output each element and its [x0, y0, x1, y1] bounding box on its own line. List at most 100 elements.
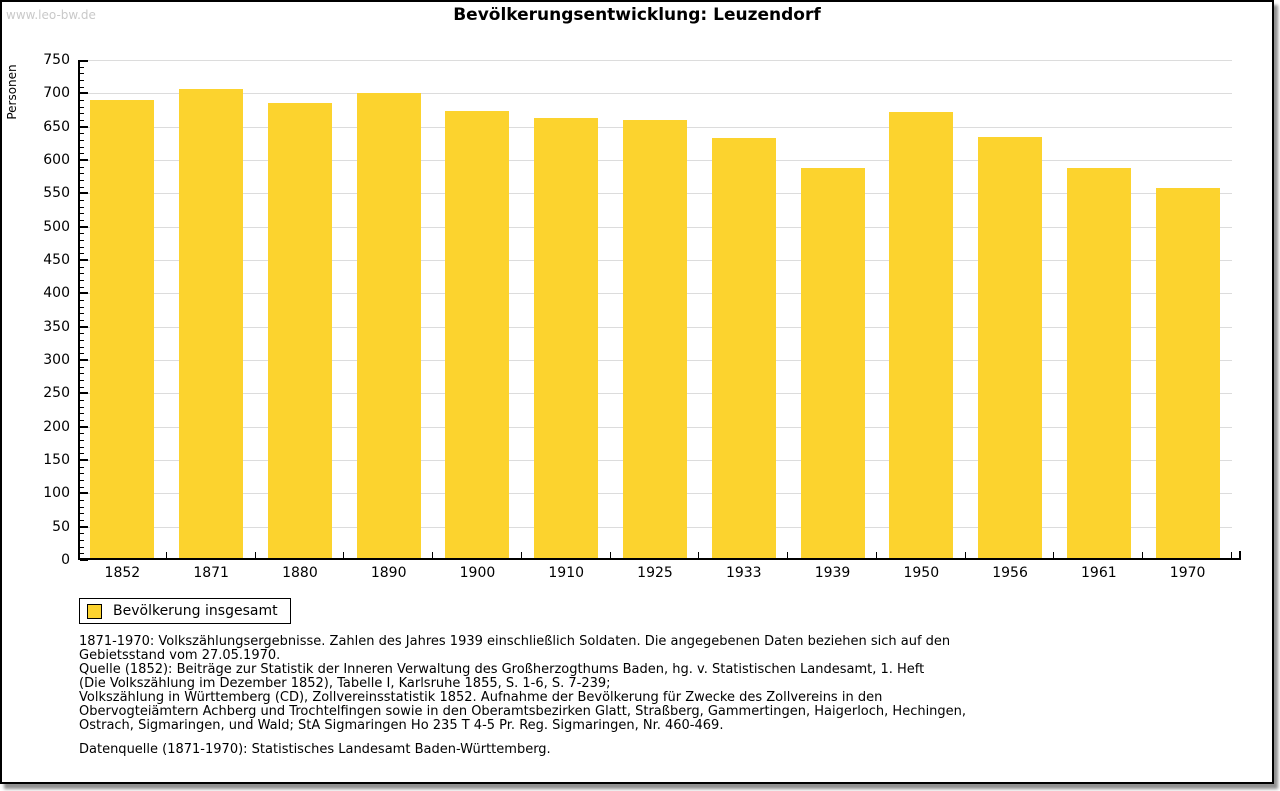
- y-axis-tick: [80, 266, 84, 268]
- x-axis-label: 1900: [459, 565, 496, 581]
- y-axis-tick: [80, 420, 84, 421]
- y-axis-tick: [80, 106, 84, 108]
- y-axis-tick: [80, 446, 84, 448]
- y-axis-tick: [80, 280, 84, 281]
- plot-area: [78, 60, 1241, 561]
- legend-swatch-icon: [87, 603, 102, 619]
- y-axis-tick: [80, 366, 84, 368]
- y-axis-tick: [80, 440, 84, 441]
- y-axis-label: 0: [61, 552, 70, 568]
- x-axis-label: 1950: [903, 565, 940, 581]
- datasource-note: Datenquelle (1871-1970): Statistisches L…: [79, 742, 551, 757]
- y-axis-tick: [80, 533, 84, 535]
- y-axis-tick: [80, 233, 84, 235]
- y-axis-tick: [80, 120, 84, 121]
- y-axis-tick: [80, 480, 84, 481]
- bar: [1066, 167, 1131, 558]
- x-axis-tick: [1231, 552, 1232, 558]
- y-axis-tick: [80, 286, 84, 288]
- y-axis-tick: [80, 540, 84, 541]
- y-axis-label: 400: [43, 285, 70, 302]
- x-axis-end-tick: [1239, 551, 1241, 560]
- x-axis-tick: [1053, 552, 1055, 558]
- bar: [267, 102, 332, 558]
- y-axis-tick: [80, 353, 84, 355]
- x-axis-label: 1871: [193, 565, 229, 581]
- y-axis-tick: [80, 500, 84, 501]
- y-axis-label: 200: [43, 418, 70, 435]
- y-axis-tick: [80, 66, 84, 68]
- y-axis-tick: [80, 86, 84, 88]
- x-axis-label: 1925: [637, 565, 673, 581]
- y-axis-tick: [80, 125, 88, 128]
- y-axis-tick: [80, 340, 84, 341]
- y-axis-tick: [80, 300, 84, 301]
- bar: [800, 167, 865, 558]
- x-axis-tick: [1142, 552, 1144, 558]
- y-axis-tick: [80, 200, 84, 201]
- x-axis-label: 1939: [814, 565, 851, 581]
- y-axis-label: 650: [43, 118, 70, 135]
- y-axis-tick: [80, 466, 84, 468]
- x-axis-tick: [343, 552, 345, 558]
- y-axis-tick: [80, 306, 84, 308]
- y-axis-tick: [80, 359, 88, 361]
- y-axis-tick: [80, 100, 84, 101]
- y-axis-title: Personen: [5, 64, 19, 120]
- y-axis-labels: 0 50 100 150 200 250 300 350 400 450 500 550 600 650 7…: [26, 52, 70, 568]
- legend-label: Bevölkerung insgesamt: [113, 603, 278, 619]
- y-axis-tick: [80, 513, 84, 515]
- y-axis-label: 150: [43, 452, 70, 468]
- y-axis-tick: [80, 559, 88, 561]
- y-axis-label: 700: [43, 85, 70, 102]
- y-axis-tick: [80, 80, 84, 81]
- y-axis-tick: [80, 246, 84, 248]
- y-axis-tick: [80, 192, 88, 195]
- x-axis-label: 1961: [1081, 565, 1117, 581]
- y-axis-label: 250: [43, 385, 70, 402]
- x-axis-label: 1956: [992, 565, 1028, 581]
- bar: [179, 88, 244, 558]
- gridline: [80, 60, 1232, 61]
- y-axis-tick: [80, 186, 84, 188]
- x-axis-tick: [787, 552, 789, 558]
- y-axis-tick: [80, 273, 84, 275]
- y-axis-tick: [80, 220, 84, 221]
- y-axis-tick: [80, 113, 84, 115]
- x-axis-tick: [609, 552, 611, 558]
- y-axis-tick: [80, 253, 84, 255]
- y-axis-tick: [80, 459, 88, 461]
- x-axis-tick: [254, 552, 256, 558]
- y-axis-tick: [80, 240, 84, 241]
- y-axis-tick: [80, 400, 84, 401]
- bar: [978, 137, 1043, 558]
- y-axis-tick: [80, 520, 84, 521]
- x-axis-label: 1933: [725, 565, 762, 581]
- bar: [623, 119, 687, 558]
- x-axis-tick: [432, 552, 434, 558]
- y-axis-tick: [80, 346, 84, 348]
- bar: [534, 118, 599, 558]
- y-axis-tick: [80, 206, 84, 208]
- y-axis-label: 600: [43, 152, 70, 168]
- y-axis-tick: [80, 180, 84, 181]
- y-axis-tick: [80, 225, 88, 228]
- y-axis-tick: [80, 313, 84, 315]
- y-axis-tick: [80, 159, 88, 161]
- y-axis-label: 350: [43, 318, 70, 335]
- y-axis-tick: [80, 320, 84, 321]
- y-axis-line: [78, 60, 80, 560]
- x-axis-tick: [964, 552, 966, 558]
- y-axis-tick: [80, 325, 88, 328]
- x-axis-tick: [520, 552, 522, 558]
- watermark: www.leo-bw.de: [6, 8, 96, 22]
- y-axis-tick: [80, 133, 84, 135]
- x-axis-tick: [698, 552, 700, 558]
- gridline: [80, 93, 1232, 95]
- bar: [711, 137, 776, 558]
- x-axis-label: 1890: [370, 565, 407, 581]
- y-axis-tick: [80, 433, 84, 435]
- bar: [90, 99, 155, 558]
- y-axis-label: 500: [43, 218, 70, 235]
